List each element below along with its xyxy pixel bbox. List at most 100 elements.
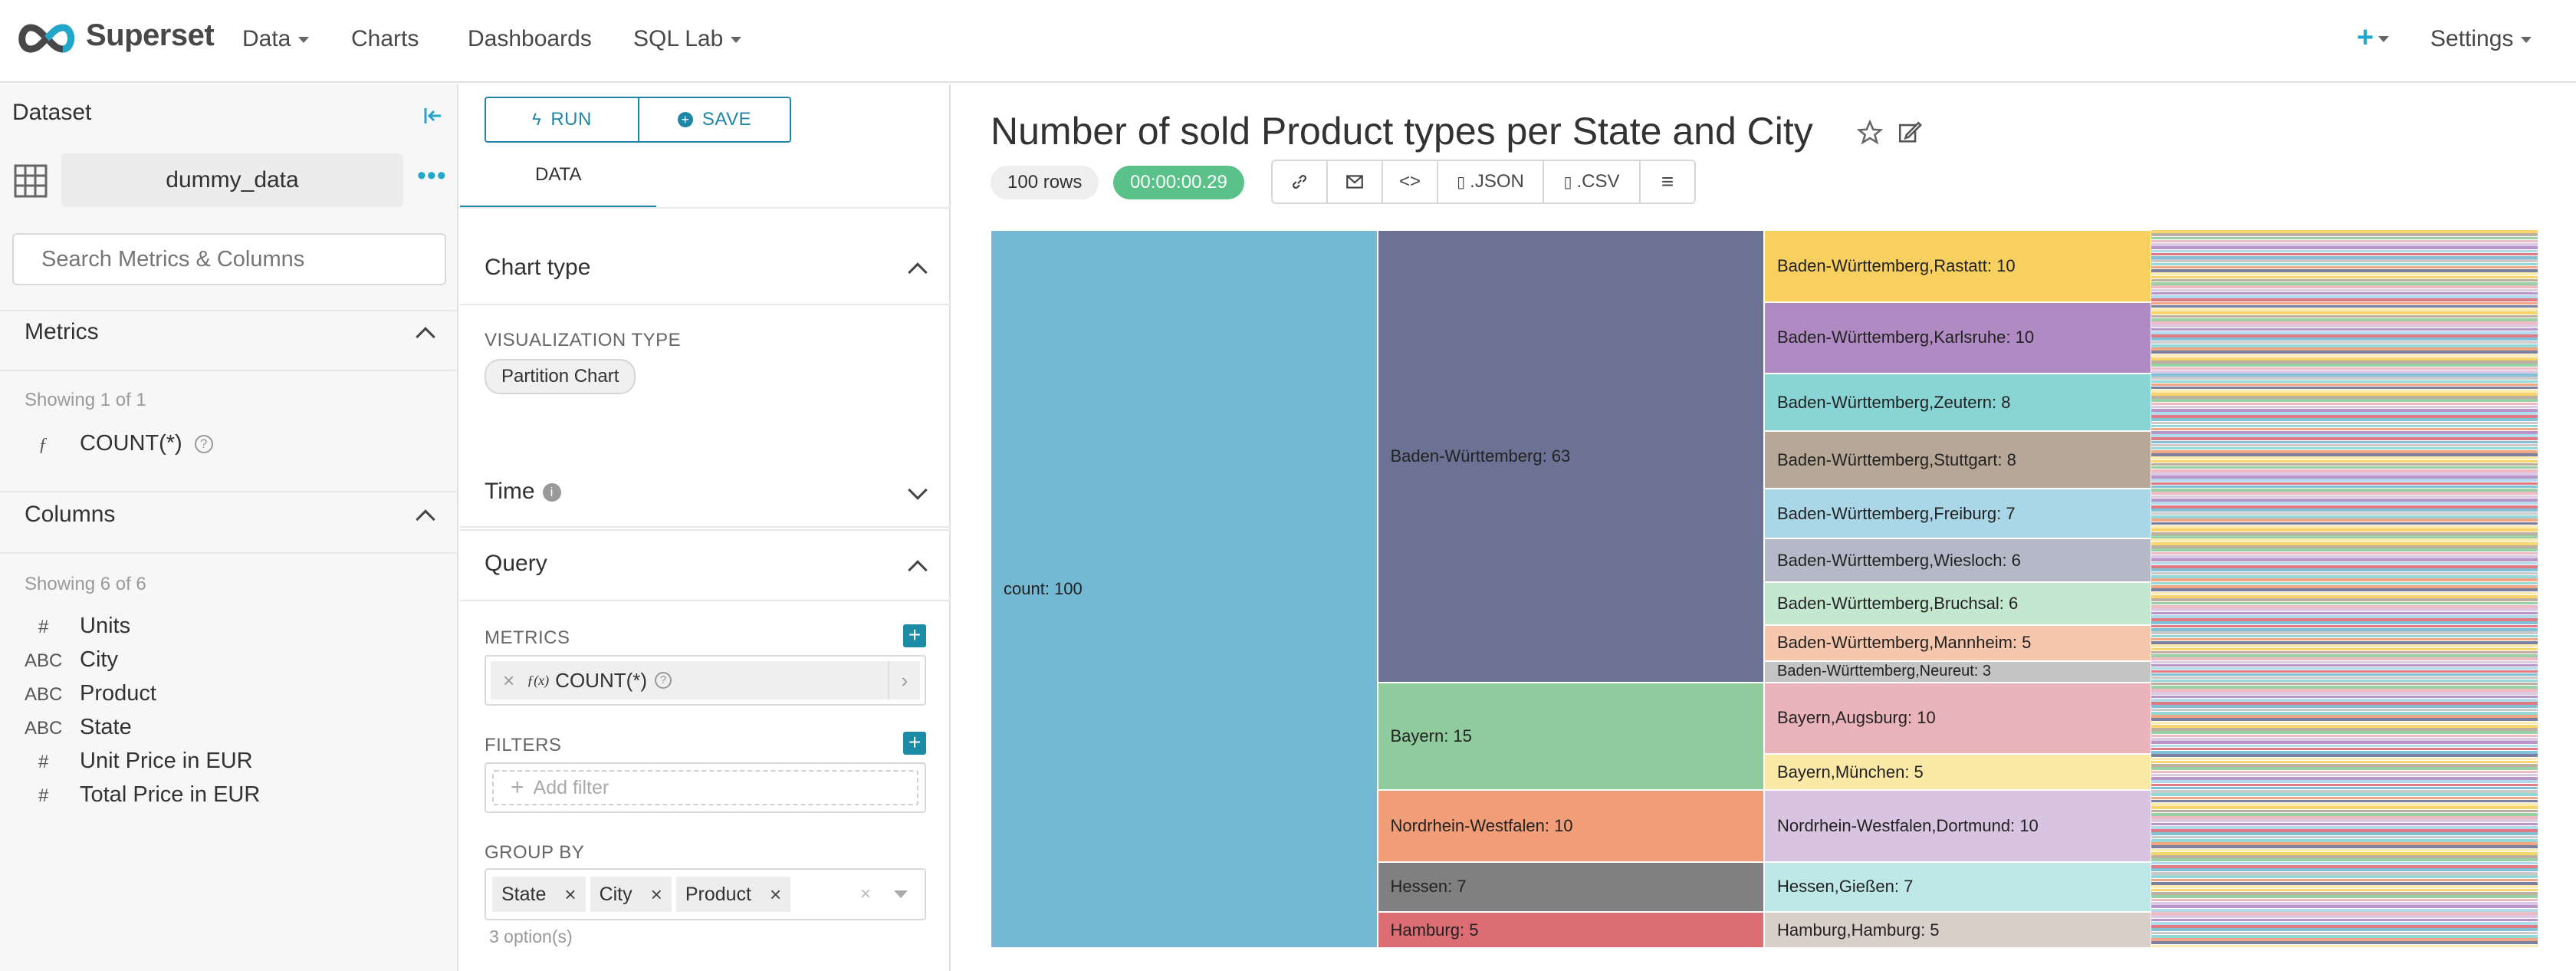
partition-product[interactable] <box>2150 667 2538 670</box>
star-icon[interactable] <box>1857 120 1883 146</box>
query-section-header[interactable]: Query <box>485 551 547 576</box>
partition-product[interactable] <box>2150 845 2538 849</box>
partition-product[interactable] <box>2150 364 2538 367</box>
partition-city[interactable]: Baden-Württemberg,Karlsruhe: 10 <box>1764 301 2151 374</box>
partition-product[interactable] <box>2150 865 2538 868</box>
partition-product[interactable] <box>2150 728 2538 731</box>
partition-products[interactable] <box>2150 230 2538 948</box>
partition-product[interactable] <box>2150 341 2538 344</box>
partition-product[interactable] <box>2150 230 2538 233</box>
partition-product[interactable] <box>2150 437 2538 440</box>
remove-tag-icon[interactable]: × <box>769 882 782 906</box>
partition-product[interactable] <box>2150 324 2538 328</box>
collapse-panel-icon[interactable] <box>423 106 443 126</box>
partition-product[interactable] <box>2150 236 2538 240</box>
chevron-down-icon[interactable] <box>894 890 908 898</box>
partition-product[interactable] <box>2150 347 2538 351</box>
nav-settings[interactable]: Settings <box>2430 26 2532 52</box>
partition-product[interactable] <box>2150 660 2538 663</box>
partition-product[interactable] <box>2150 555 2538 558</box>
export-json-button[interactable]: ▯ .JSON <box>1437 160 1544 204</box>
partition-product[interactable] <box>2150 314 2538 318</box>
partition-product[interactable] <box>2150 604 2538 608</box>
partition-product[interactable] <box>2150 682 2538 686</box>
partition-product[interactable] <box>2150 676 2538 680</box>
partition-product[interactable] <box>2150 734 2538 738</box>
partition-product[interactable] <box>2150 453 2538 456</box>
partition-city[interactable]: Baden-Württemberg,Zeutern: 8 <box>1764 374 2151 432</box>
more-options-icon[interactable]: ••• <box>417 161 447 190</box>
partition-product[interactable] <box>2150 767 2538 770</box>
partition-product[interactable] <box>2150 249 2538 253</box>
partition-city[interactable]: Baden-Württemberg,Rastatt: 10 <box>1764 230 2151 302</box>
chart-type-header[interactable]: Chart type <box>485 255 591 280</box>
partition-product[interactable] <box>2150 915 2538 919</box>
partition-product[interactable] <box>2150 588 2538 591</box>
partition-product[interactable] <box>2150 334 2538 337</box>
run-button[interactable]: ϟ RUN <box>486 98 639 141</box>
partition-city[interactable]: Baden-Württemberg,Neureut: 3 <box>1764 660 2151 683</box>
partition-city[interactable]: Baden-Württemberg,Mannheim: 5 <box>1764 624 2151 661</box>
edit-icon[interactable] <box>1897 120 1923 146</box>
add-filter-button[interactable]: + Add filter <box>492 770 918 805</box>
partition-product[interactable] <box>2150 803 2538 806</box>
partition-product[interactable] <box>2150 786 2538 790</box>
partition-product[interactable] <box>2150 931 2538 935</box>
columns-section-header[interactable]: Columns <box>25 502 116 527</box>
partition-product[interactable] <box>2150 941 2538 945</box>
partition-product[interactable] <box>2150 354 2538 357</box>
partition-product[interactable] <box>2150 434 2538 437</box>
partition-product[interactable] <box>2150 308 2538 311</box>
partition-product[interactable] <box>2150 611 2538 615</box>
export-csv-button[interactable]: ▯ .CSV <box>1543 160 1641 204</box>
partition-product[interactable] <box>2150 285 2538 288</box>
help-icon[interactable]: ? <box>655 672 672 689</box>
partition-product[interactable] <box>2150 328 2538 331</box>
partition-product[interactable] <box>2150 509 2538 512</box>
partition-product[interactable] <box>2150 637 2538 641</box>
chevron-right-icon[interactable]: › <box>888 661 920 699</box>
chevron-up-icon[interactable] <box>908 262 928 282</box>
nav-data[interactable]: Data <box>242 26 310 52</box>
partition-product[interactable] <box>2150 770 2538 774</box>
column-item-total-price[interactable]: # Total Price in EUR <box>25 782 260 808</box>
partition-product[interactable] <box>2150 741 2538 744</box>
partition-product[interactable] <box>2150 502 2538 505</box>
more-menu-button[interactable]: ≡ <box>1639 160 1696 204</box>
time-section-header[interactable]: Time i <box>485 479 561 505</box>
partition-product[interactable] <box>2150 601 2538 605</box>
partition-product[interactable] <box>2150 565 2538 568</box>
partition-product[interactable] <box>2150 344 2538 347</box>
chevron-down-icon[interactable] <box>908 480 928 500</box>
partition-product[interactable] <box>2150 239 2538 243</box>
partition-product[interactable] <box>2150 780 2538 783</box>
partition-product[interactable] <box>2150 360 2538 364</box>
partition-product[interactable] <box>2150 405 2538 409</box>
partition-product[interactable] <box>2150 825 2538 829</box>
partition-product[interactable] <box>2150 670 2538 673</box>
partition-product[interactable] <box>2150 806 2538 809</box>
partition-product[interactable] <box>2150 415 2538 418</box>
partition-product[interactable] <box>2150 383 2538 387</box>
partition-city[interactable]: Hessen,Gießen: 7 <box>1764 861 2151 913</box>
partition-product[interactable] <box>2150 760 2538 764</box>
partition-product[interactable] <box>2150 377 2538 380</box>
partition-product[interactable] <box>2150 575 2538 578</box>
partition-product[interactable] <box>2150 265 2538 269</box>
partition-product[interactable] <box>2150 522 2538 525</box>
remove-tag-icon[interactable]: × <box>564 882 577 906</box>
partition-product[interactable] <box>2150 921 2538 925</box>
partition-state[interactable]: Baden-Württemberg: 63 <box>1377 230 1764 683</box>
partition-product[interactable] <box>2150 634 2538 638</box>
partition-product[interactable] <box>2150 499 2538 502</box>
partition-product[interactable] <box>2150 466 2538 469</box>
dataset-selector[interactable]: dummy_data <box>61 153 403 207</box>
partition-product[interactable] <box>2150 799 2538 803</box>
partition-state[interactable]: Bayern: 15 <box>1377 682 1764 791</box>
partition-product[interactable] <box>2150 724 2538 728</box>
partition-product[interactable] <box>2150 541 2538 545</box>
partition-product[interactable] <box>2150 304 2538 308</box>
partition-product[interactable] <box>2150 571 2538 575</box>
partition-product[interactable] <box>2150 288 2538 292</box>
partition-product[interactable] <box>2150 370 2538 374</box>
